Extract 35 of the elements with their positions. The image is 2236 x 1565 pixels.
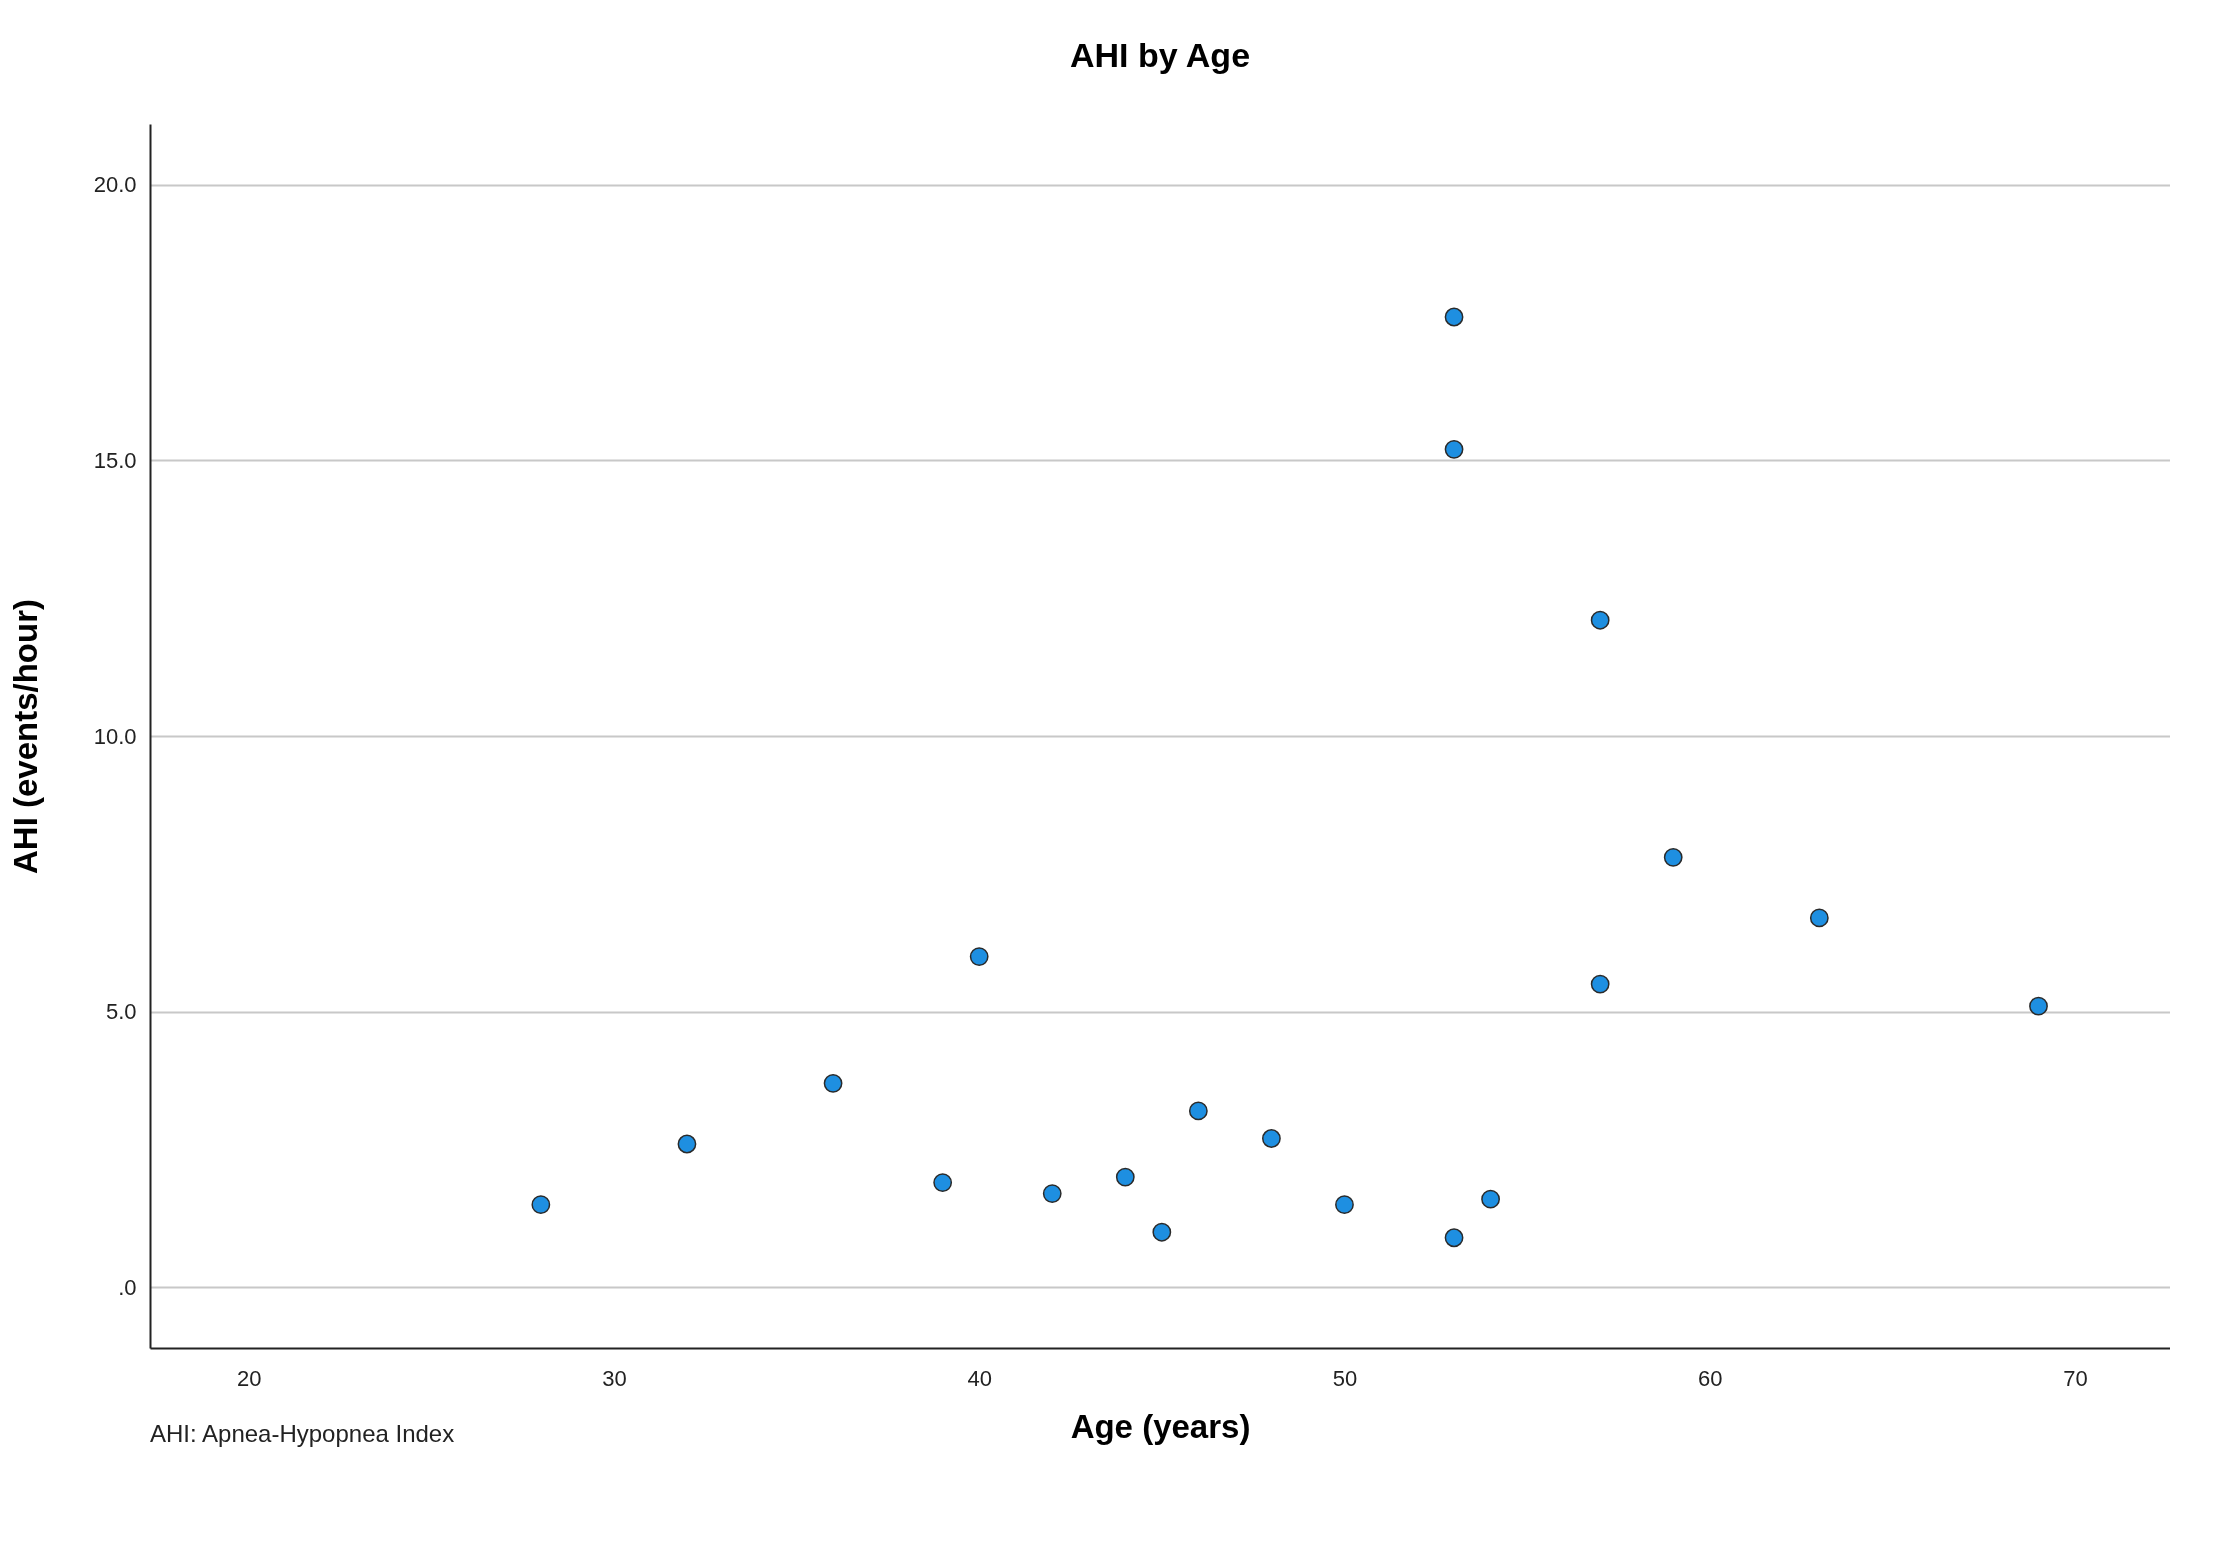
- y-tick-label: 5.0: [105, 999, 137, 1025]
- point: [1115, 1167, 1135, 1187]
- text: AHI: Apnea-Hypopnea Index: [150, 1420, 455, 1447]
- y-tick-label: 15.0: [93, 447, 137, 473]
- x-tick-label: 20: [236, 1365, 262, 1391]
- point: [1188, 1101, 1208, 1121]
- y-axis-title: AHI (events/hour): [6, 598, 44, 875]
- point: [1481, 1189, 1500, 1209]
- point: [677, 1134, 697, 1154]
- point: [1152, 1222, 1172, 1242]
- point: [1444, 307, 1464, 327]
- y-tick-label: 20.0: [93, 172, 137, 198]
- chart-title: AHI by Age: [1069, 36, 1251, 74]
- y-tick-label: 10.0: [93, 723, 137, 749]
- point: [1262, 1129, 1281, 1148]
- x-tick-label: 40: [967, 1365, 992, 1391]
- point: [1809, 908, 1829, 928]
- point: [1335, 1195, 1354, 1215]
- x-tick-label: 30: [602, 1365, 627, 1391]
- point: [1663, 847, 1683, 867]
- point: [1444, 439, 1464, 459]
- x-axis-title: Age (years): [1070, 1407, 1251, 1445]
- x-tick-label: 70: [2063, 1365, 2088, 1391]
- y-tick-label: .0: [118, 1274, 137, 1300]
- point: [1590, 610, 1610, 630]
- point: [969, 947, 989, 966]
- point: [1042, 1184, 1062, 1204]
- point: [531, 1195, 551, 1215]
- point: [2029, 996, 2048, 1016]
- point: [823, 1073, 843, 1093]
- point: [933, 1173, 953, 1192]
- point: [1590, 974, 1610, 994]
- x-tick-label: 50: [1332, 1365, 1358, 1391]
- point: [1444, 1228, 1464, 1248]
- x-tick-label: 60: [1698, 1365, 1723, 1391]
